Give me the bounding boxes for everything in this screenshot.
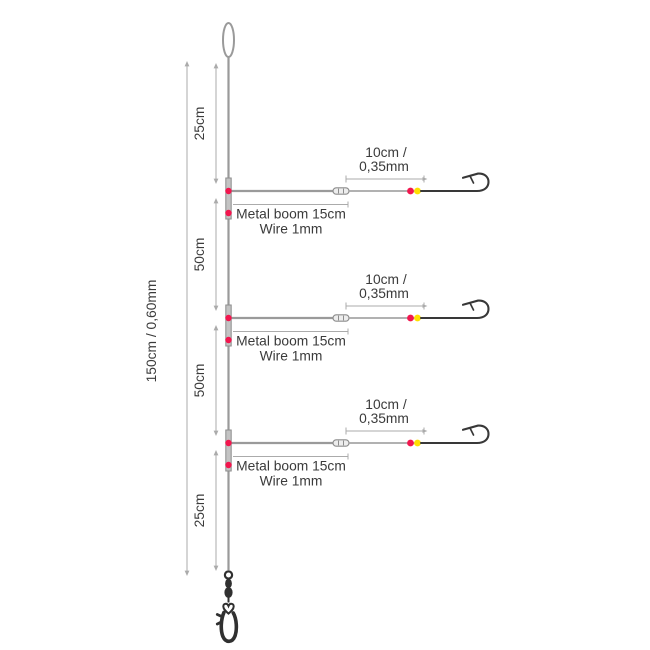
snap-tab-upper [215,613,224,618]
boom-dimension [233,201,349,208]
boom-length-label: Metal boom 15cm [236,459,346,474]
snood-length-label: 10cm / [365,397,407,412]
segment-label-2: 50cm [192,238,207,272]
main-line-red-bead-bottom [225,209,232,217]
segment-label-1: 25cm [192,107,207,141]
wire-label: Wire 1mm [260,222,323,237]
main-line-red-bead-top [225,314,232,322]
boom-tube [225,304,232,347]
yellow-bead [414,314,421,322]
main-line-red-bead-bottom [225,461,232,469]
hook-barb [469,427,475,436]
hook [419,172,490,193]
boom-assembly-3: 10cm / 0,35mm Metal boom 15cm Wire 1mm [225,397,490,489]
main-line-red-bead-top [225,187,232,195]
snap-clip [219,610,239,644]
snood-diameter-label: 0,35mm [359,286,409,301]
hook-barb [469,302,475,311]
segment-dimension-2 [213,198,219,311]
snood-length-label: 10cm / [365,145,407,160]
wire-label: Wire 1mm [260,474,323,489]
hook-barb [469,175,475,184]
boom-tube [225,429,232,472]
snap-heart-eye [222,602,235,615]
boom-assembly-2: 10cm / 0,35mm Metal boom 15cm Wire 1mm [225,272,490,364]
snood-dimension [345,427,428,435]
main-length-label: 150cm / 0,60mm [144,280,159,383]
hook [419,299,490,320]
main-length-dimension [184,61,190,576]
segment-label-3: 50cm [192,364,207,398]
barrel-swivel [332,439,350,447]
red-bead [407,187,414,195]
yellow-bead [414,439,421,447]
yellow-bead [414,187,421,195]
segment-dimension-3 [213,325,219,436]
red-bead [407,439,414,447]
snood-diameter-label: 0,35mm [359,411,409,426]
segment-dimension-4 [213,450,219,571]
snood-dimension [345,302,428,310]
boom-tube [225,177,232,220]
swivel-barrel-top [225,578,232,589]
snood-diameter-label: 0,35mm [359,159,409,174]
segment-label-4: 25cm [192,494,207,528]
barrel-swivel [332,187,350,195]
boom-assembly-1: 10cm / 0,35mm Metal boom 15cm Wire 1mm [225,145,490,237]
hook [419,424,490,445]
red-bead [407,314,414,322]
boom-dimension [233,328,349,335]
wire-label: Wire 1mm [260,349,323,364]
top-loop [222,22,235,58]
swivel-ring [223,570,234,580]
snap-swivel [215,570,239,644]
barrel-swivel [332,314,350,322]
snood-dimension [345,175,428,183]
boom-dimension [233,453,349,460]
boom-length-label: Metal boom 15cm [236,207,346,222]
boom-length-label: Metal boom 15cm [236,334,346,349]
segment-dimension-1 [213,63,219,184]
snood-length-label: 10cm / [365,272,407,287]
main-line-red-bead-bottom [225,336,232,344]
swivel-barrel-bottom [224,587,233,598]
snap-tab-lower [215,620,223,626]
main-line-red-bead-top [225,439,232,447]
